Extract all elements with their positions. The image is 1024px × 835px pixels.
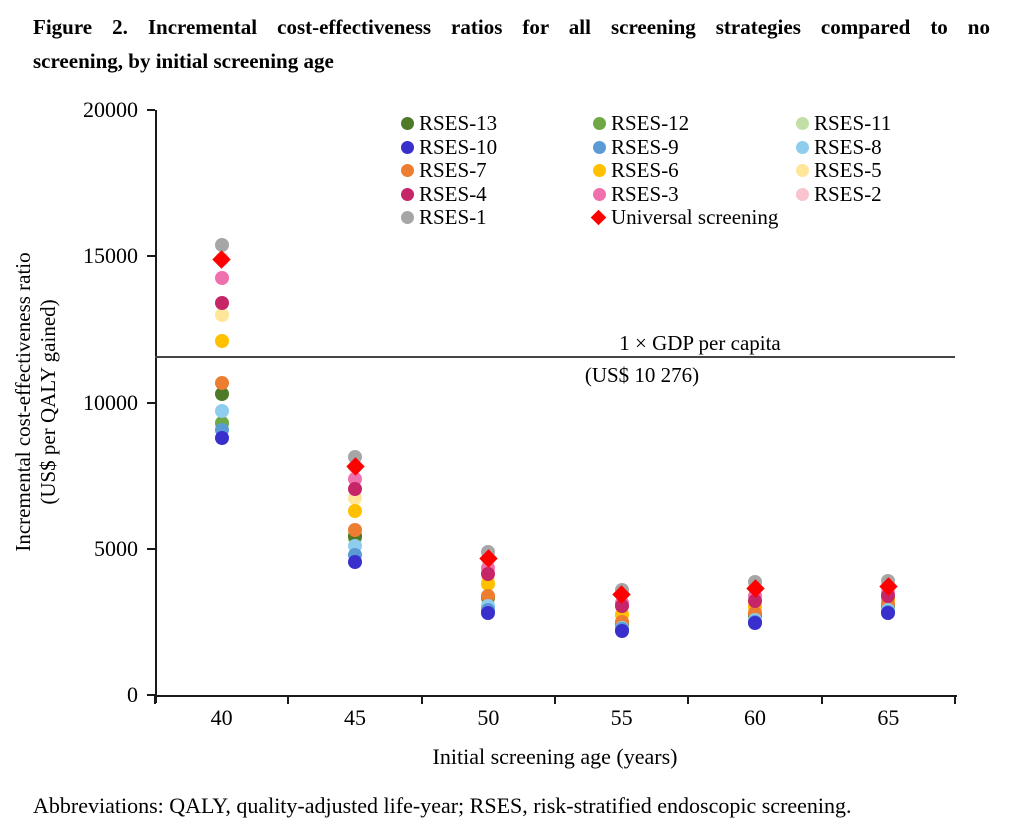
marker-RSES-10 <box>348 554 362 569</box>
legend-item: RSES-1 <box>401 206 591 228</box>
y-tick-label: 10000 <box>83 389 138 415</box>
gdp-reference-line <box>155 356 955 359</box>
legend-label: RSES-5 <box>814 158 882 182</box>
legend-item: RSES-12 <box>593 112 783 134</box>
legend-label: RSES-11 <box>814 111 892 135</box>
legend-swatch-RSES-10 <box>401 140 414 154</box>
marker-RSES-6 <box>348 503 362 518</box>
x-tick-label: 65 <box>877 705 900 730</box>
x-tick <box>820 695 823 704</box>
y-tick-label: 20000 <box>83 97 138 122</box>
x-axis-title: Initial screening age (years) <box>432 744 678 769</box>
legend-swatch-RSES-11 <box>796 117 809 130</box>
x-tick-label: 45 <box>344 705 366 730</box>
y-tick <box>147 255 155 258</box>
legend-swatch-RSES-9 <box>593 140 606 154</box>
marker-RSES-7 <box>214 376 229 391</box>
marker-RSES-1 <box>214 237 229 252</box>
y-tick-label: 15000 <box>83 243 138 269</box>
legend-swatch-RSES-6 <box>593 164 606 177</box>
x-tick-label: 50 <box>477 705 500 730</box>
legend-item: RSES-3 <box>593 183 783 205</box>
legend-item: RSES-5 <box>796 159 986 181</box>
marker-RSES-6 <box>214 334 229 349</box>
legend-swatch-RSES-4 <box>401 187 414 201</box>
x-tick <box>554 695 556 704</box>
marker-RSES-10 <box>881 606 896 621</box>
figure-title: Figure 2. Incremental cost-effectiveness… <box>33 10 990 78</box>
marker-RSES-10 <box>748 616 762 631</box>
x-tick-label: 55 <box>610 705 633 730</box>
legend-swatch-RSES-8 <box>796 140 809 154</box>
marker-RSES-4 <box>614 598 629 613</box>
legend-item: RSES-4 <box>401 183 591 205</box>
legend-item: RSES-8 <box>796 136 986 158</box>
legend-label: RSES-8 <box>814 134 882 159</box>
legend-swatch-Universal screening <box>590 209 607 226</box>
y-tick <box>147 694 155 696</box>
x-tick <box>954 695 956 704</box>
x-axis-line <box>155 695 957 697</box>
legend-label: RSES-9 <box>611 134 679 159</box>
x-tick <box>687 695 690 704</box>
x-tick <box>154 695 156 704</box>
legend-label: RSES-10 <box>419 134 498 159</box>
marker-RSES-8 <box>214 404 229 419</box>
legend-item: RSES-11 <box>796 112 986 134</box>
marker-RSES-4 <box>348 481 362 496</box>
y-tick-label: 0 <box>127 682 138 707</box>
legend-label: RSES-7 <box>419 158 487 182</box>
legend-label: RSES-2 <box>814 181 882 206</box>
legend-label: RSES-6 <box>611 158 679 182</box>
figure-title-line1: Figure 2. Incremental cost-effectiveness… <box>33 15 990 39</box>
gdp-line-label: 1 × GDP per capita <box>619 331 781 355</box>
y-tick <box>147 109 155 111</box>
marker-Universal screening <box>212 249 231 269</box>
marker-RSES-4 <box>748 594 762 609</box>
y-tick <box>147 401 155 404</box>
y-tick-label: 5000 <box>94 535 138 561</box>
gdp-line-value-label: (US$ 10 276) <box>584 363 700 387</box>
legend-swatch-RSES-1 <box>401 211 414 224</box>
figure-title-line2: screening, by initial screening age <box>33 49 334 73</box>
legend-label: RSES-4 <box>419 181 487 206</box>
marker-RSES-7 <box>348 522 362 537</box>
marker-RSES-10 <box>214 430 229 445</box>
legend-item: RSES-6 <box>593 159 783 181</box>
legend-item: RSES-9 <box>593 136 783 158</box>
marker-RSES-10 <box>614 623 629 638</box>
x-tick-label: 60 <box>744 705 766 730</box>
legend-swatch-RSES-12 <box>593 117 606 130</box>
marker-RSES-4 <box>481 566 496 581</box>
legend-label: RSES-1 <box>419 205 487 229</box>
legend-item: Universal screening <box>590 205 783 229</box>
marker-RSES-5 <box>214 307 229 322</box>
legend-item: RSES-13 <box>401 112 591 134</box>
legend-swatch-RSES-2 <box>796 187 809 201</box>
marker-RSES-13 <box>214 386 229 401</box>
marker-RSES-10 <box>481 606 496 621</box>
legend-swatch-RSES-3 <box>593 187 606 201</box>
x-tick <box>420 695 423 704</box>
marker-RSES-4 <box>214 296 229 311</box>
marker-RSES-3 <box>214 271 229 286</box>
legend-item: RSES-10 <box>401 136 591 158</box>
footnote: Abbreviations: QALY, quality-adjusted li… <box>33 793 852 818</box>
legend-label: RSES-12 <box>611 111 690 135</box>
legend-swatch-RSES-5 <box>796 164 809 177</box>
x-tick-label: 40 <box>210 705 233 730</box>
legend-label: RSES-13 <box>419 111 498 135</box>
y-tick <box>147 547 155 550</box>
legend-label: RSES-3 <box>611 181 679 206</box>
y-axis-line <box>155 110 157 703</box>
legend-label: Universal screening <box>611 205 779 229</box>
legend-item: RSES-7 <box>401 159 591 181</box>
x-tick <box>287 695 290 704</box>
legend-swatch-RSES-13 <box>401 117 414 130</box>
legend-item: RSES-2 <box>796 183 986 205</box>
legend-swatch-RSES-7 <box>401 164 414 177</box>
